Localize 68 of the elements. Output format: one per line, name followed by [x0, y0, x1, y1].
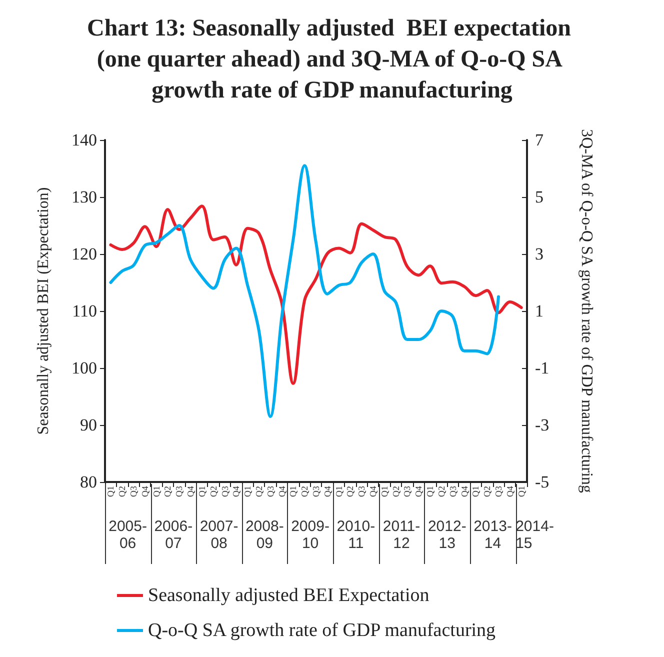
legend-label: Seasonally adjusted BEI Expectation	[148, 585, 430, 606]
x-tick-label: Q4	[186, 486, 196, 497]
y-tick-label: 130	[72, 188, 97, 206]
x-tick-label: Q2	[345, 486, 356, 497]
y2-tick-label: 5	[535, 188, 544, 206]
x-tick-label: Q4	[504, 486, 515, 497]
x-tick-label: Q4	[276, 486, 287, 497]
x-tick-label: Q3	[265, 486, 276, 497]
y-tick-label: 110	[72, 302, 97, 320]
x-tick-label: Q4	[140, 486, 150, 497]
x-tick-label: Q1	[242, 486, 253, 497]
y-tick-label: 100	[72, 358, 97, 378]
y-tick-label: 140	[72, 130, 97, 150]
y2-tick-label: -3	[535, 416, 550, 434]
x-tick-label: Q4	[231, 486, 242, 497]
text: 2007-08	[200, 518, 238, 552]
y2-tick-label: 7	[535, 130, 544, 150]
x-tick-label: Q1	[106, 486, 116, 497]
x-tick-label: Q2	[436, 486, 446, 497]
x-tick-label: Q3	[220, 486, 230, 497]
text: 2014-15	[516, 518, 554, 552]
text: 2006-07	[154, 518, 193, 552]
text: 2012-13	[428, 518, 466, 552]
x-tick-label: Q3	[174, 486, 184, 497]
y2-tick-label: 1	[535, 302, 544, 320]
y-tick-label: 90	[80, 416, 97, 434]
x-tick-label: Q1	[425, 486, 436, 497]
x-tick-label: Q4	[459, 486, 470, 497]
y-tick-label: 80	[80, 472, 97, 492]
x-tick-label: Q4	[368, 486, 378, 497]
x-tick-label: Q2	[117, 486, 128, 497]
x-tick-label: Q3	[356, 486, 367, 497]
y2-tick-label: -5	[535, 472, 550, 492]
y-tick-label: 120	[72, 244, 97, 264]
x-tick-label: Q2	[300, 486, 310, 497]
x-tick-label: Q2	[390, 486, 401, 497]
x-tick-label: Q1	[379, 486, 390, 497]
text: 2011-12	[382, 518, 420, 552]
x-tick-label: Q1	[196, 486, 207, 497]
x-tick-label: Q1	[151, 486, 162, 497]
x-tick-label: Q4	[414, 486, 424, 497]
legend-label: Q-o-Q SA growth rate of GDP manufacturing	[148, 620, 496, 641]
x-tick-label: Q1	[334, 486, 344, 497]
x-tick-label: Q3	[402, 486, 412, 497]
y2-tick-label: 3	[535, 244, 544, 264]
text: 2005-06	[108, 518, 147, 552]
text: 2008-09	[245, 518, 284, 552]
y2-axis-title: 3Q-MA of Q-o-Q SA growth rate of GDP manufacturing	[578, 129, 595, 493]
y-axis-title: Seasonally adjusted BEI (Expectation)	[35, 187, 52, 435]
x-tick-label: Q1	[470, 486, 481, 497]
x-tick-label: Q4	[322, 486, 332, 497]
y2-tick-label: -1	[535, 358, 550, 378]
x-tick-label: Q3	[128, 486, 139, 497]
x-tick-label: Q3	[311, 486, 321, 497]
text: 2009-10	[291, 518, 330, 552]
line-series	[109, 164, 500, 418]
text: 2013-14	[474, 518, 512, 552]
x-tick-label: Q2	[162, 486, 173, 497]
x-tick-label: Q1	[288, 486, 298, 497]
x-tick-label: Q2	[208, 486, 218, 497]
chart-title: Chart 13: Seasonally adjusted BEI expectation (one quarter ahead) and 3Q-MA of Q-o-Q SA growth rate of GDP manufacturing	[86, 16, 578, 104]
x-tick-label: Q3	[493, 486, 504, 497]
x-tick-label: Q1	[516, 486, 526, 497]
text: 2010-11	[336, 518, 376, 552]
x-tick-label: Q3	[448, 486, 458, 497]
line-series	[109, 204, 523, 385]
x-tick-label: Q2	[254, 486, 264, 497]
x-tick-label: Q2	[482, 486, 492, 497]
